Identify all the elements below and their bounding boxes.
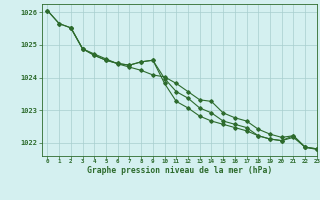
X-axis label: Graphe pression niveau de la mer (hPa): Graphe pression niveau de la mer (hPa): [87, 166, 272, 175]
